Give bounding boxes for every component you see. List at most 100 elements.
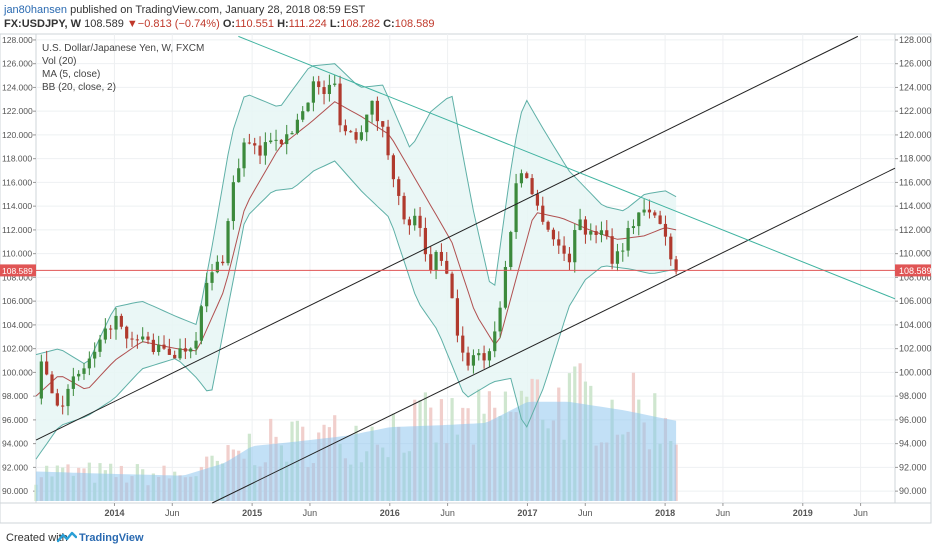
close-value: 108.589 [394, 18, 435, 30]
candle-body [226, 221, 230, 264]
candle-body [487, 351, 492, 361]
x-tick-label: Jun [303, 508, 318, 518]
y-tick-label-right: 126.000 [899, 59, 932, 69]
y-tick-label-right: 110.000 [899, 249, 931, 259]
candle-body [231, 182, 235, 222]
legend-bb[interactable]: BB (20, close, 2) [42, 82, 116, 93]
volume-ma-area [36, 401, 677, 501]
candle-body [39, 361, 43, 399]
candle-body [386, 126, 390, 156]
y-tick-label-right: 92.000 [899, 462, 927, 472]
candle-body [391, 155, 396, 180]
candle-body [55, 393, 59, 406]
candle-body [285, 134, 289, 145]
y-tick-label-right: 100.000 [899, 367, 932, 377]
candle-body [343, 125, 347, 132]
candle-body [178, 348, 182, 359]
y-tick-label-left: 124.000 [2, 82, 33, 92]
candle-body [557, 239, 561, 246]
candle-body [530, 178, 534, 195]
tradingview-brand[interactable]: TradingView [79, 532, 144, 544]
x-tick-label: 2018 [655, 508, 675, 518]
candle-body [269, 140, 273, 143]
candle-body [626, 228, 630, 251]
candle-body [66, 388, 70, 407]
y-tick-label-right: 116.000 [899, 177, 931, 187]
legend-volume[interactable]: Vol (20) [42, 56, 77, 67]
candle-body [274, 139, 278, 141]
candle-body [194, 340, 198, 349]
candle-body [130, 338, 134, 340]
candle-body [535, 194, 540, 206]
y-tick-label-left: 108.000 [2, 272, 33, 282]
y-tick-label-right: 108.000 [899, 272, 932, 282]
candle-body [338, 83, 342, 126]
last-price-label-left: 108.589 [2, 266, 33, 276]
legend-ma[interactable]: MA (5, close) [42, 69, 101, 80]
y-tick-label-right: 124.000 [899, 82, 932, 92]
candle-body [141, 336, 145, 340]
candle-body [119, 315, 123, 327]
volume-bar [674, 444, 678, 501]
candle-body [93, 351, 97, 359]
candle-body [247, 142, 251, 144]
candle-body [434, 251, 438, 271]
symbol-label[interactable]: FX:USDJPY, W [4, 18, 82, 30]
y-tick-label-right: 118.000 [899, 154, 931, 164]
candle-body [567, 253, 572, 263]
candle-body [546, 221, 550, 230]
candle-body [306, 102, 310, 112]
candle-body [151, 339, 155, 352]
y-tick-label-left: 94.000 [2, 439, 28, 449]
low-value: 108.282 [340, 18, 381, 30]
footer: Created with TradingView [0, 526, 932, 550]
candle-body [615, 251, 620, 264]
y-tick-label-left: 92.000 [2, 462, 28, 472]
close-label: C: [383, 18, 395, 30]
candle-body [439, 251, 444, 261]
y-tick-label-left: 100.000 [2, 367, 33, 377]
y-tick-label-left: 102.000 [2, 344, 33, 354]
candle-body [167, 348, 171, 355]
candle-body [674, 259, 678, 272]
candle-body [381, 121, 385, 127]
price-chart[interactable]: 90.000 90.000 92.000 92.000 94.000 94.000 96.0… [0, 0, 932, 526]
candle-body [125, 326, 129, 339]
publish-info: jan80hansen published on TradingView.com… [4, 3, 365, 18]
legend-title: U.S. Dollar/Japanese Yen, W, FXCM [42, 43, 205, 54]
candle-body [493, 331, 497, 352]
candle-body [423, 227, 428, 255]
candle-body [237, 168, 241, 183]
trendline-descending-resistance [238, 35, 896, 300]
created-with-text: Created with [6, 532, 68, 544]
last-price-label-right: 108.589 [899, 266, 932, 276]
y-tick-label-left: 122.000 [2, 106, 33, 116]
candle-body [258, 145, 262, 156]
candle-body [221, 261, 225, 264]
y-tick-label-right: 120.000 [899, 130, 932, 140]
candle-body [365, 114, 369, 133]
x-tick-label: Jun [853, 508, 868, 518]
y-tick-label-left: 120.000 [2, 130, 33, 140]
y-tick-label-left: 116.000 [2, 177, 32, 187]
candle-body [50, 374, 54, 394]
candle-body [290, 133, 294, 135]
candle-body [311, 81, 315, 103]
candle-body [162, 344, 166, 349]
bb-lower-band [35, 160, 677, 460]
candle-body [605, 230, 609, 237]
candle-body [103, 328, 107, 340]
candle-body [407, 219, 412, 226]
chart-legend: U.S. Dollar/Japanese Yen, W, FXCM Vol (2… [42, 42, 204, 94]
author-link[interactable]: jan80hansen [4, 4, 68, 16]
y-tick-label-left: 110.000 [2, 249, 32, 259]
y-tick-label-left: 128.000 [2, 35, 33, 45]
candle-body [157, 344, 161, 352]
y-tick-label-right: 114.000 [899, 201, 931, 211]
candle-body [658, 215, 662, 224]
candle-body [210, 272, 214, 283]
chart-header: jan80hansen published on TradingView.com… [0, 0, 932, 34]
candle-body [509, 232, 513, 267]
published-text: published on TradingView.com, January 28… [70, 4, 366, 16]
candle-body [183, 348, 187, 352]
